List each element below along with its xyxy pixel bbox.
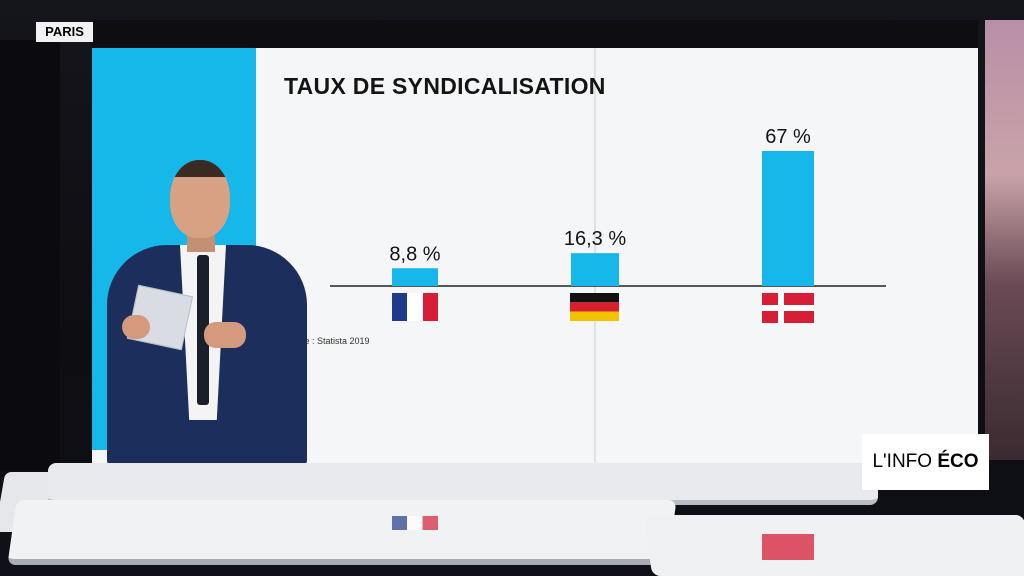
presenter-hand-left	[122, 315, 150, 339]
germany-flag-icon	[570, 293, 619, 321]
studio-window	[985, 20, 1024, 460]
flag-stripe	[570, 311, 619, 321]
studio-shadow	[0, 40, 60, 470]
france-flag-icon	[392, 293, 438, 321]
flag-stripe	[423, 293, 438, 321]
presenter-tie	[197, 255, 209, 405]
presenter-head	[170, 160, 230, 238]
flag-reflection	[762, 534, 814, 560]
desk-front	[7, 500, 677, 565]
bar-value-label-0: 8,8 %	[389, 243, 440, 265]
flag-reflection	[392, 516, 438, 530]
flag-stripe	[407, 293, 423, 321]
screen-top-strip	[92, 20, 978, 48]
presenter	[92, 150, 314, 470]
bar-1	[571, 253, 619, 286]
location-badge: PARIS	[36, 22, 93, 42]
desk-right	[643, 515, 1024, 576]
flag-stripe	[570, 293, 619, 303]
bar-0	[392, 268, 438, 286]
chart-title: TAUX DE SYNDICALISATION	[284, 73, 606, 99]
source-note: ce : Statista 2019	[300, 336, 370, 346]
flag-stripe	[392, 293, 407, 321]
denmark-flag-icon	[762, 293, 814, 323]
bar-value-label-2: 67 %	[765, 126, 811, 148]
desk-back	[48, 463, 878, 505]
bar-value-label-1: 16,3 %	[564, 228, 626, 250]
show-logo: L'INFO ÉCO	[862, 434, 989, 490]
flag-cross	[762, 305, 814, 311]
logo-text-regular: L'INFO	[872, 451, 938, 472]
bar-2	[762, 151, 814, 286]
logo-text-bold: ÉCO	[937, 451, 979, 472]
presenter-hand-right	[204, 322, 246, 348]
flag-stripe	[570, 302, 619, 312]
